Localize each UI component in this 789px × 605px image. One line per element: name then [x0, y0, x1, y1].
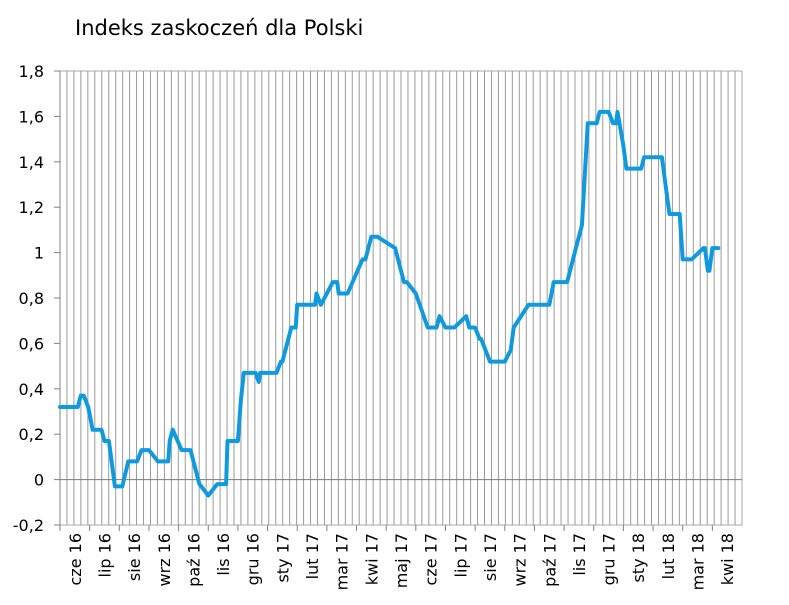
grid	[59, 70, 743, 526]
y-tick-label: 0,2	[19, 425, 44, 444]
x-tick-label: sty 18	[629, 533, 648, 583]
x-tick-label: mar 18	[689, 533, 708, 590]
x-tick-label: lip 17	[451, 533, 470, 578]
x-tick-label: gru 16	[244, 533, 263, 585]
y-tick-label: -0,2	[13, 516, 44, 535]
x-tick-label: lis 17	[570, 533, 589, 576]
x-tick-label: lut 17	[303, 533, 322, 579]
x-axis: cze 16 lip 16 sie 16 wrz 16 paź 16 lis 16 gru …	[59, 525, 737, 590]
series-line	[58, 109, 721, 498]
y-tick-label: 0,6	[19, 334, 44, 353]
x-tick-label: kwi 17	[362, 533, 381, 585]
x-tick-label: cze 16	[66, 533, 85, 585]
y-tick-label: 1,6	[19, 107, 44, 126]
x-tick-label: cze 17	[422, 533, 441, 585]
x-tick-label: mar 17	[333, 533, 352, 590]
y-tick-label: 1,2	[19, 198, 44, 217]
y-tick-label: 0	[34, 471, 44, 490]
x-tick-label: sie 17	[481, 533, 500, 581]
x-tick-label: lis 16	[214, 533, 233, 576]
x-tick-label: lut 18	[659, 533, 678, 579]
x-tick-label: wrz 16	[155, 533, 174, 587]
y-tick-label: 0,4	[19, 380, 44, 399]
x-tick-label: maj 17	[392, 533, 411, 588]
series-group	[58, 109, 721, 498]
y-tick-label: 1	[34, 244, 44, 263]
x-tick-label: wrz 17	[511, 533, 530, 587]
x-tick-label: paź 16	[184, 533, 203, 587]
x-tick-label: gru 17	[600, 533, 619, 585]
x-tick-label: sie 16	[125, 533, 144, 581]
x-tick-label: sty 17	[273, 533, 292, 583]
y-tick-label: 0,8	[19, 289, 44, 308]
y-tick-label: 1,8	[19, 62, 44, 81]
y-tick-label: 1,4	[19, 153, 44, 172]
x-tick-label: lip 16	[96, 533, 115, 578]
y-axis: -0,2 0 0,2 0,4 0,6 0,8 1 1,2 1,4 1,6 1,8	[13, 62, 61, 535]
chart-title: Indeks zaskoczeń dla Polski	[75, 16, 364, 40]
x-tick-label: paź 17	[540, 533, 559, 587]
x-tick-label: kwi 18	[718, 533, 737, 585]
